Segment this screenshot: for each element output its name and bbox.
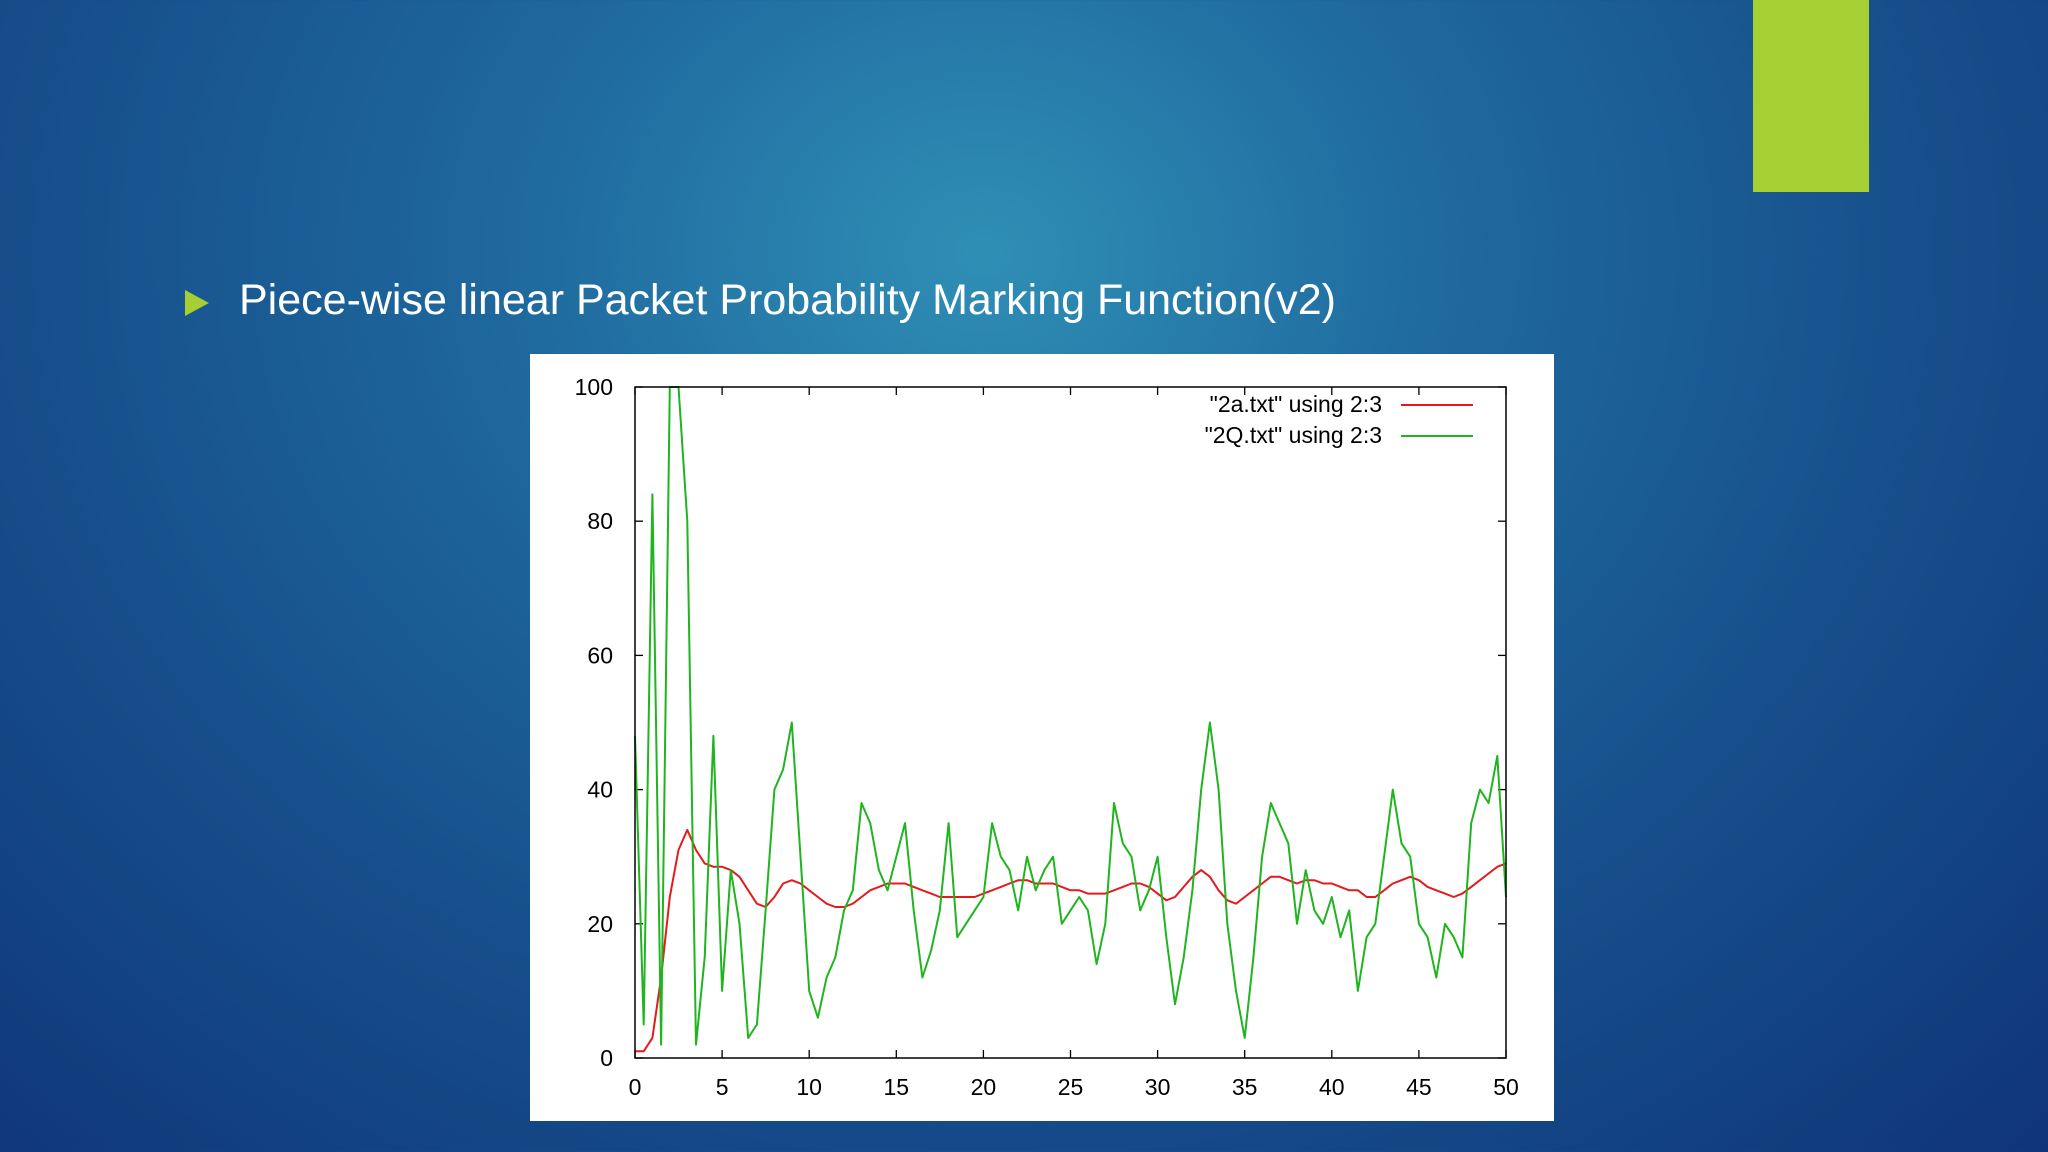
bullet-text: Piece-wise linear Packet Probability Mar… bbox=[239, 276, 1336, 324]
x-tick-label: 45 bbox=[1406, 1074, 1432, 1100]
x-tick-label: 35 bbox=[1232, 1074, 1258, 1100]
y-tick-label: 0 bbox=[600, 1045, 613, 1071]
y-tick-label: 40 bbox=[587, 777, 613, 803]
data-line bbox=[634, 386, 1507, 1046]
x-tick-label: 50 bbox=[1493, 1074, 1519, 1100]
x-tick-label: 25 bbox=[1058, 1074, 1084, 1100]
x-tick-label: 5 bbox=[716, 1074, 729, 1100]
y-tick-label: 100 bbox=[575, 374, 613, 400]
chart: 0 20 40 60 80 100 0 5 10 15 20 25 30 35 40 45 50 "2a.txt"… bbox=[575, 374, 1519, 1100]
x-tick-label: 20 bbox=[971, 1074, 997, 1100]
x-tick-label: 40 bbox=[1319, 1074, 1345, 1100]
legend-label: "2Q.txt" using 2:3 bbox=[1205, 422, 1382, 448]
x-tick-label: 15 bbox=[884, 1074, 910, 1100]
y-tick-label: 80 bbox=[587, 508, 613, 534]
x-tick-label: 0 bbox=[629, 1074, 642, 1100]
legend-label: "2a.txt" using 2:3 bbox=[1210, 391, 1382, 417]
plot-frame bbox=[634, 386, 1507, 1059]
x-tick-label: 10 bbox=[796, 1074, 822, 1100]
accent-block bbox=[1753, 0, 1869, 192]
y-tick-label: 60 bbox=[587, 642, 613, 668]
bullet-marker bbox=[185, 290, 209, 316]
data-line bbox=[635, 828, 1507, 1053]
x-tick-label: 30 bbox=[1145, 1074, 1171, 1100]
y-tick-label: 20 bbox=[587, 911, 613, 937]
